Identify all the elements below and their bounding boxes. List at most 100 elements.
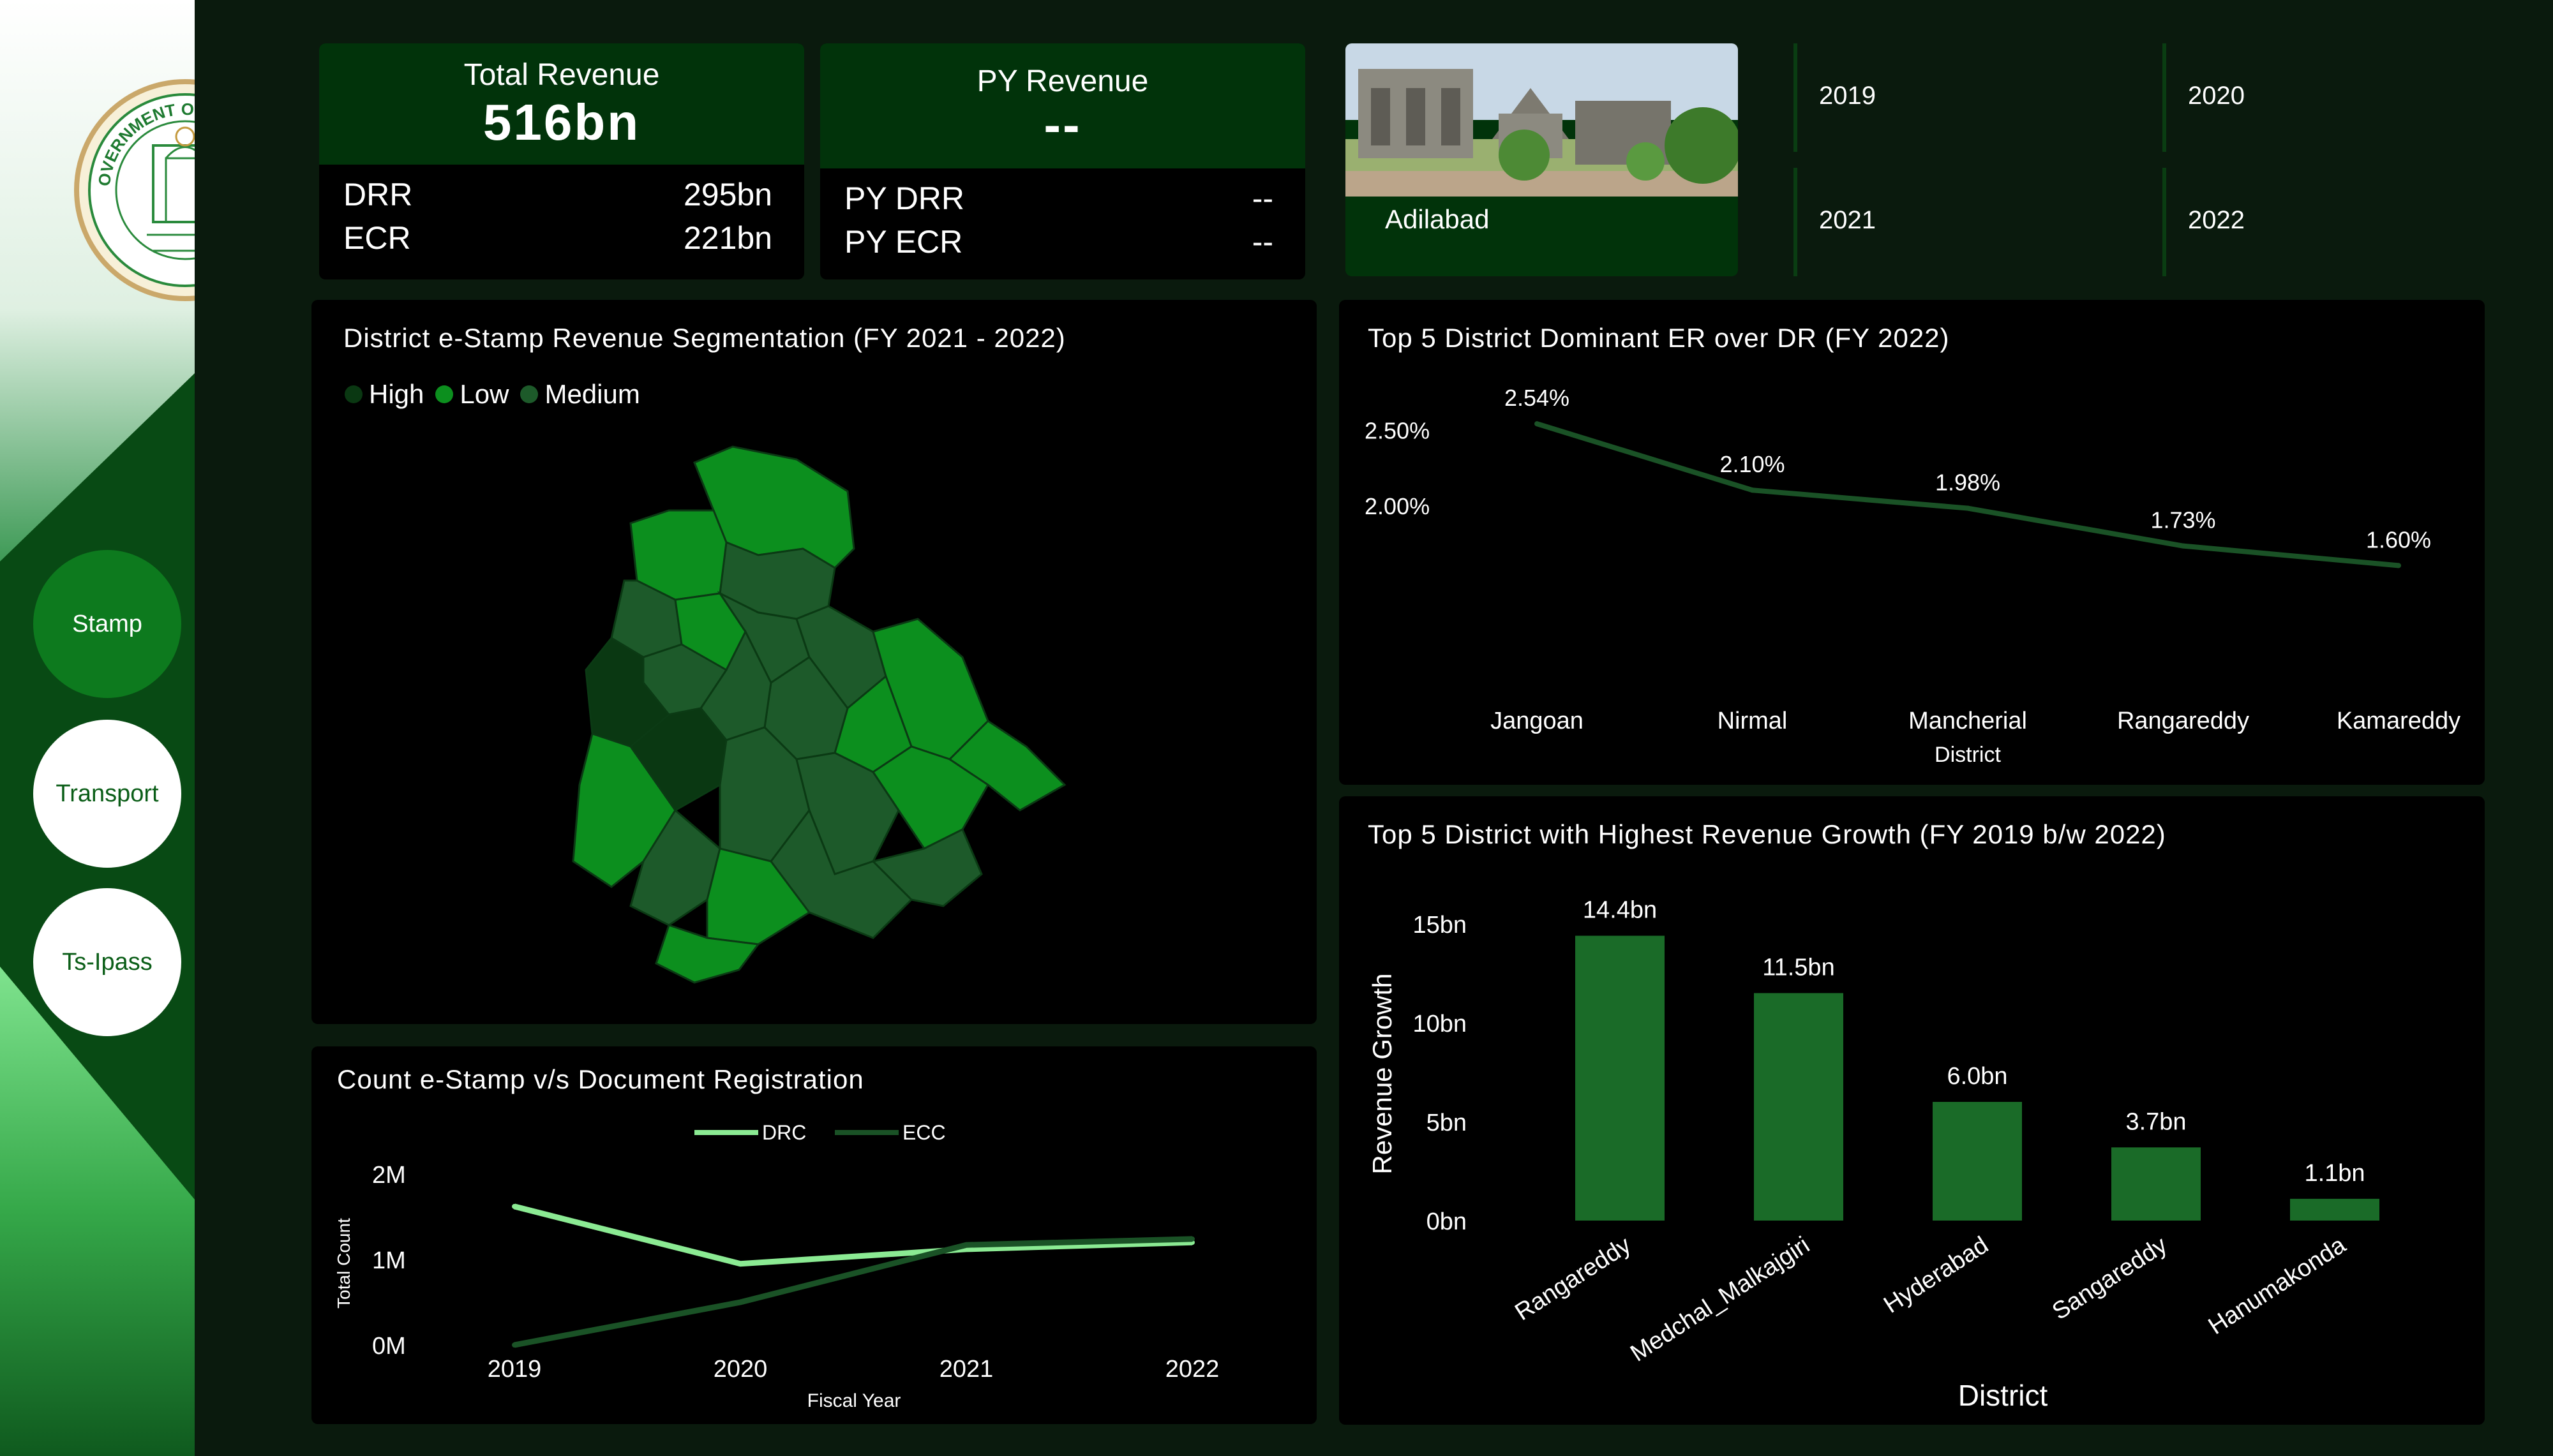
year-2020-button[interactable]: 2020	[2162, 43, 2524, 152]
total-revenue-value: 516bn	[483, 94, 641, 151]
nav-transport-button[interactable]: Transport	[33, 720, 181, 868]
py-ecr-value: --	[1252, 224, 1273, 260]
x-tick-label: 2021	[940, 1356, 994, 1383]
district-name-label: Adilabad	[1385, 204, 1490, 234]
x-tick-label: Nirmal	[1718, 708, 1788, 734]
year-2021-button[interactable]: 2021	[1793, 168, 2155, 276]
legend-high-label: High	[369, 379, 424, 409]
revenue-growth-chart-title: Top 5 District with Highest Revenue Grow…	[1368, 819, 2166, 849]
year-2022-label: 2022	[2188, 206, 2245, 234]
data-point	[2180, 543, 2186, 549]
bar	[2290, 1198, 2379, 1221]
y-tick-label: 15bn	[1412, 912, 1467, 939]
map-panel-title: District e-Stamp Revenue Segmentation (F…	[343, 323, 1066, 353]
py-revenue-header: PY Revenue --	[820, 43, 1305, 168]
district-region	[948, 720, 1067, 812]
data-point	[1749, 487, 1755, 493]
y-axis-title: Total Count	[334, 1218, 354, 1309]
data-point	[738, 1261, 743, 1267]
y-tick-label: 5bn	[1426, 1110, 1467, 1136]
data-label: 11.5bn	[1762, 955, 1834, 981]
y-tick-label: 2M	[372, 1162, 406, 1189]
y-tick-label: 2.50%	[1365, 418, 1430, 444]
district-region	[871, 828, 983, 907]
py-revenue-title: PY Revenue	[977, 64, 1149, 98]
total-revenue-card: Total Revenue 516bn DRR 295bn ECR 221bn	[319, 43, 804, 279]
y-tick-label: 0bn	[1426, 1208, 1467, 1235]
data-label: 1.98%	[1935, 470, 2000, 496]
x-tick-label: Jangoan	[1490, 708, 1583, 734]
y-axis-title: Revenue Growth	[1367, 973, 1397, 1174]
district-image-card[interactable]: Adilabad	[1345, 43, 1738, 276]
district-region	[572, 732, 677, 888]
legend-low-label: Low	[460, 379, 509, 409]
bar	[1754, 993, 1843, 1221]
drr-value: 295bn	[683, 177, 772, 212]
data-point	[1190, 1236, 1195, 1242]
y-tick-label: 2.00%	[1365, 493, 1430, 519]
x-axis-title: Fiscal Year	[807, 1390, 901, 1411]
year-2019-label: 2019	[1819, 82, 1876, 110]
count-line-chart[interactable]: DRC ECC 0M 1M 2M Total Count 2019 2020 2021 2022 F…	[311, 1046, 1317, 1424]
x-tick-label: 2022	[1165, 1356, 1220, 1383]
x-axis-title: District	[1958, 1379, 2048, 1412]
x-tick-label: Hanumakonda	[2204, 1231, 2351, 1340]
y-tick-label: 0M	[372, 1333, 406, 1360]
py-revenue-value: --	[1044, 96, 1082, 153]
government-seal-logo: GOVERNMENT OF TELANGANA	[70, 75, 195, 301]
data-label: 14.4bn	[1583, 897, 1657, 924]
year-2020-label: 2020	[2188, 82, 2245, 110]
data-point	[512, 1342, 517, 1348]
data-point	[738, 1300, 743, 1305]
data-label: 1.60%	[2366, 526, 2431, 553]
drr-label: DRR	[343, 177, 413, 212]
district-region	[871, 745, 989, 850]
legend-high-dot	[345, 385, 363, 403]
data-point	[512, 1203, 517, 1209]
er-dr-line-chart[interactable]: 2.00% 2.50% 2.54% Jangoan 2.10% Nirmal 1.98% Ma…	[1339, 300, 2485, 785]
total-revenue-header: Total Revenue 516bn	[319, 43, 804, 165]
bar	[1933, 1102, 2022, 1221]
data-label: 6.0bn	[1947, 1063, 2007, 1090]
ecr-value: 221bn	[683, 220, 772, 256]
er-dr-line-chart-panel: Top 5 District Dominant ER over DR (FY 2…	[1339, 300, 2485, 785]
bar	[1575, 935, 1665, 1221]
x-tick-label: Medchal_Malkajgiri	[1626, 1231, 1815, 1367]
py-drr-value: --	[1252, 181, 1273, 216]
x-axis-title: District	[1935, 743, 2001, 767]
map-panel: District e-Stamp Revenue Segmentation (F…	[311, 300, 1317, 1024]
revenue-growth-bar-chart[interactable]: 0bn 5bn 10bn 15bn Revenue Growth 14.4bn Rangar…	[1339, 796, 2485, 1425]
total-revenue-title: Total Revenue	[463, 58, 660, 92]
series-line	[514, 1236, 1193, 1348]
data-point	[1534, 421, 1539, 427]
data-point	[964, 1242, 969, 1248]
x-tick-label: 2020	[714, 1356, 768, 1383]
nav-stamp-button[interactable]: Stamp	[33, 550, 181, 698]
legend-label: ECC	[902, 1121, 946, 1144]
year-2019-button[interactable]: 2019	[1793, 43, 2155, 152]
data-label: 3.7bn	[2125, 1108, 2186, 1135]
x-tick-label: Hyderabad	[1879, 1231, 1993, 1318]
py-drr-label: PY DRR	[844, 181, 965, 216]
series-line	[513, 1203, 1193, 1267]
data-label: 1.73%	[2150, 507, 2215, 533]
count-chart-title: Count e-Stamp v/s Document Registration	[337, 1064, 864, 1094]
sidebar: GOVERNMENT OF TELANGANA Stamp Transport …	[0, 0, 195, 1456]
nav-tsipass-button[interactable]: Ts-Ipass	[33, 888, 181, 1036]
py-ecr-label: PY ECR	[844, 224, 963, 260]
legend-label: DRC	[762, 1121, 806, 1144]
legend-medium-label: Medium	[544, 379, 640, 409]
x-tick-label: Rangareddy	[1510, 1231, 1636, 1326]
ecr-label: ECR	[343, 220, 411, 256]
data-label: 2.10%	[1719, 451, 1785, 477]
data-label: 1.1bn	[2304, 1160, 2365, 1187]
x-tick-label: 2019	[488, 1356, 542, 1383]
er-dr-chart-title: Top 5 District Dominant ER over DR (FY 2…	[1368, 323, 1950, 353]
year-2022-button[interactable]: 2022	[2162, 168, 2524, 276]
telangana-district-map[interactable]	[311, 300, 1317, 1024]
revenue-growth-bar-chart-panel: Top 5 District with Highest Revenue Grow…	[1339, 796, 2485, 1425]
x-tick-label: Mancherial	[1908, 708, 2027, 734]
map-legend: High Low Medium	[345, 379, 640, 410]
x-tick-label: Sangareddy	[2048, 1231, 2172, 1325]
bar	[2111, 1147, 2201, 1221]
